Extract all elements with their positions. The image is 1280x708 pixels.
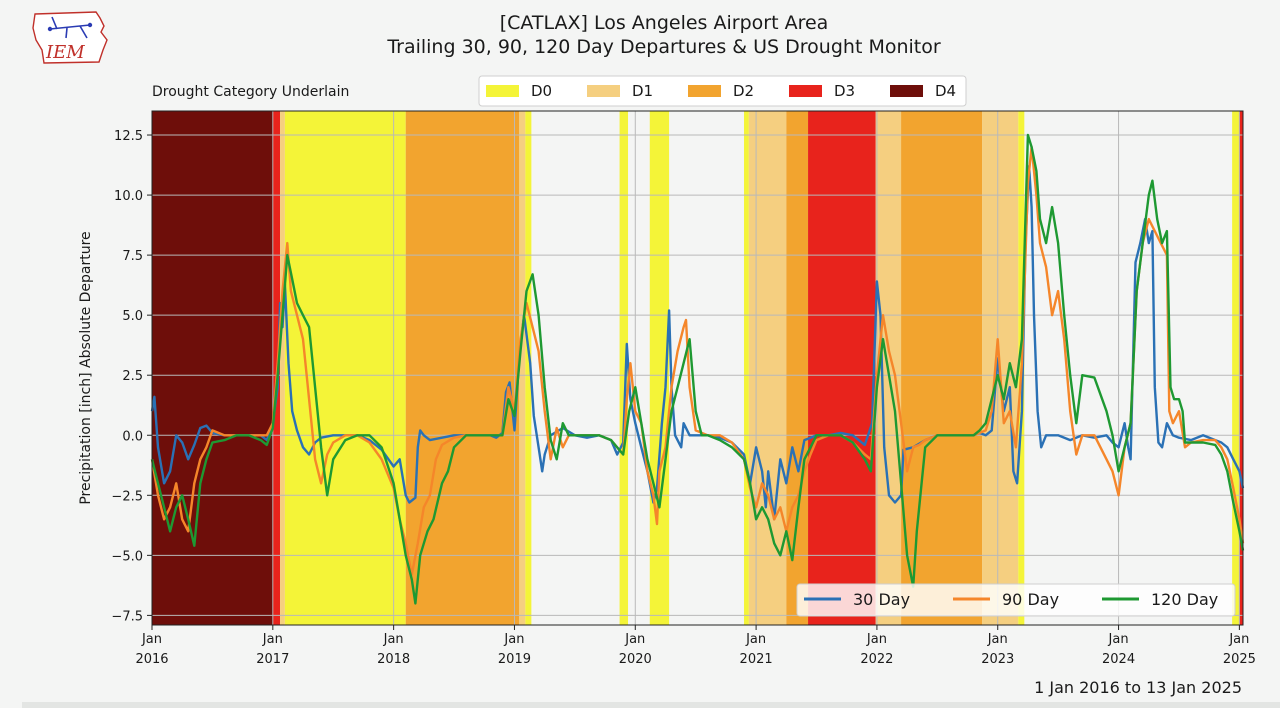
x-tick-year: 2022	[860, 652, 893, 667]
legend-label-series: 30 Day	[853, 590, 910, 609]
y-tick-label: −5.0	[111, 549, 143, 564]
x-tick-year: 2021	[740, 652, 773, 667]
plot-area: −7.5 −5.0 −2.5 0.0 2.5 5.0 7.5 10.0 12.5 Jan 2016…	[111, 110, 1256, 667]
x-axis: Jan 2016 Jan 2017 Jan 2018 Jan 2019 Jan 2020 Jan 20…	[135, 625, 1256, 667]
x-tick-month: Jan	[745, 632, 766, 647]
x-tick-month: Jan	[262, 632, 283, 647]
x-tick-year: 2016	[135, 652, 168, 667]
series-line-120-day	[150, 133, 1245, 605]
drought-band-d4	[152, 111, 273, 625]
drought-band-d1	[519, 111, 526, 625]
y-tick-label: 2.5	[122, 369, 143, 384]
legend-label-series: 120 Day	[1151, 590, 1218, 609]
legend-label-d2: D2	[733, 82, 754, 100]
x-tick-year: 2019	[498, 652, 531, 667]
drought-band-d1	[748, 111, 787, 625]
x-tick-month: Jan	[624, 632, 645, 647]
y-tick-label: 5.0	[122, 309, 143, 324]
drought-band-d3	[1239, 111, 1243, 625]
legend-label-d4: D4	[935, 82, 956, 100]
y-tick-label: 0.0	[122, 429, 143, 444]
drought-band-d0	[744, 111, 749, 625]
bottom-scrollbar	[22, 702, 1280, 708]
weather-station-icon	[49, 16, 91, 39]
x-tick-month: Jan	[1228, 632, 1249, 647]
legend-label-d3: D3	[834, 82, 855, 100]
y-axis-label: Precipitation [inch] Absolute Departure	[78, 231, 94, 504]
drought-band-d3	[808, 111, 876, 625]
legend-swatch-d2	[688, 85, 721, 97]
x-tick-year: 2023	[981, 652, 1014, 667]
legend-label-d1: D1	[632, 82, 653, 100]
y-tick-label: −2.5	[111, 489, 143, 504]
series-line-30-day	[150, 165, 1245, 521]
y-tick-label: 12.5	[114, 129, 143, 144]
series-line-90-day	[150, 145, 1245, 576]
y-tick-label: 7.5	[122, 249, 143, 264]
x-tick-year: 2025	[1223, 652, 1256, 667]
legend-swatch-d3	[789, 85, 822, 97]
drought-band-d2	[786, 111, 809, 625]
y-tick-label: −7.5	[111, 609, 143, 624]
logo-text: IEM	[45, 42, 85, 63]
legend-label-series: 90 Day	[1002, 590, 1059, 609]
series-lines	[150, 133, 1245, 605]
legend-swatch-d0	[486, 85, 519, 97]
legend-label-d0: D0	[531, 82, 552, 100]
x-tick-year: 2020	[619, 652, 652, 667]
x-tick-month: Jan	[866, 632, 887, 647]
chart-title: [CATLAX] Los Angeles Airport Area	[500, 12, 829, 34]
drought-band-d2	[901, 111, 983, 625]
x-tick-month: Jan	[383, 632, 404, 647]
y-axis: −7.5 −5.0 −2.5 0.0 2.5 5.0 7.5 10.0 12.5	[111, 129, 152, 624]
legend-swatch-d4	[890, 85, 923, 97]
series-legend: 30 Day 90 Day 120 Day	[796, 583, 1236, 617]
drought-band-d0	[619, 111, 629, 625]
y-tick-label: 10.0	[114, 189, 143, 204]
x-tick-month: Jan	[503, 632, 524, 647]
legend-swatch-d1	[587, 85, 620, 97]
drought-band-d0	[1232, 111, 1240, 625]
x-tick-month: Jan	[141, 632, 162, 647]
date-range-label: 1 Jan 2016 to 13 Jan 2025	[1034, 678, 1242, 697]
x-tick-month: Jan	[1108, 632, 1129, 647]
plot-frame	[151, 110, 1244, 626]
iem-logo[interactable]: IEM	[32, 11, 108, 64]
drought-legend: D0 D1 D2 D3 D4	[478, 75, 967, 107]
x-tick-year: 2017	[256, 652, 289, 667]
drought-band-d1	[280, 111, 285, 625]
drought-band-d0	[284, 111, 406, 625]
x-tick-year: 2024	[1102, 652, 1135, 667]
x-tick-year: 2018	[377, 652, 410, 667]
drought-note: Drought Category Underlain	[152, 84, 349, 100]
chart-subtitle: Trailing 30, 90, 120 Day Departures & US…	[386, 36, 941, 58]
x-tick-month: Jan	[987, 632, 1008, 647]
drought-band-d0	[525, 111, 532, 625]
